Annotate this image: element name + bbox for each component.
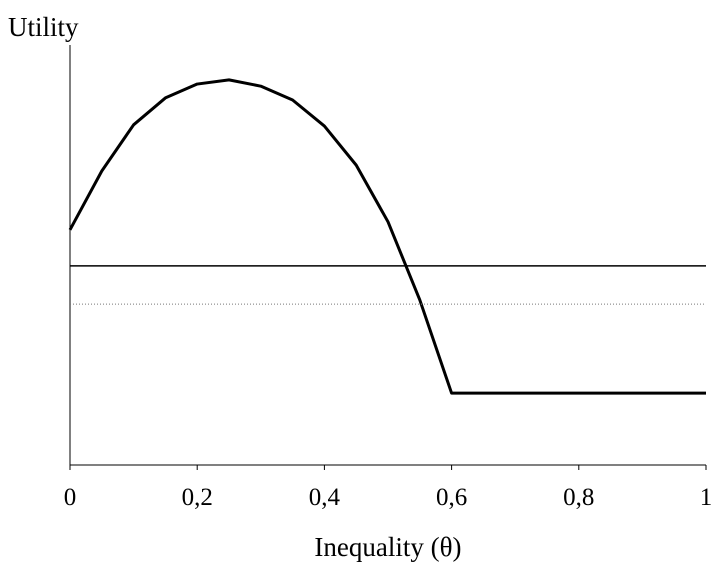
x-tick-label: 0,4: [309, 484, 341, 511]
y-axis-label: Utility: [8, 12, 79, 42]
line: [68, 78, 706, 395]
x-tick-label: 0,6: [436, 484, 467, 511]
x-axis-label: Inequality (θ): [314, 532, 461, 562]
x-tick-label: 0,2: [182, 484, 213, 511]
x-tick-label: 0,8: [563, 484, 594, 511]
x-tick-label: 1: [700, 484, 713, 511]
x-tick-label: 0: [64, 484, 77, 511]
